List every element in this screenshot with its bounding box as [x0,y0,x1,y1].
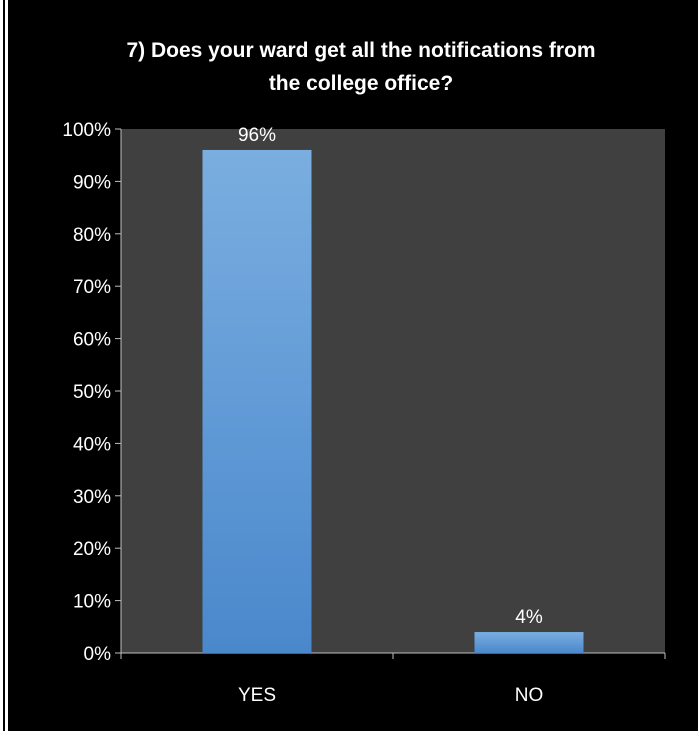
left-border [0,0,8,731]
y-tick-label: 30% [73,487,111,508]
y-tick-label: 40% [73,434,111,455]
y-tick-label: 60% [73,330,111,351]
y-tick-label: 80% [73,225,111,246]
chart-title: 7) Does your ward get all the notificati… [126,39,595,95]
y-tick-label: 70% [73,277,111,298]
bar-no [474,632,584,653]
data-label: 4% [515,607,543,628]
y-axis-ticks: 0% 10% 20% 30% 40% 50% 60% 70% 80% 90% 100% [62,120,121,665]
bars [202,149,584,653]
chart-title-line-1: 7) Does your ward get all the notificati… [126,39,595,62]
y-tick-label: 20% [73,539,111,560]
y-tick-label: 90% [73,172,111,193]
y-tick-label: 100% [62,120,111,141]
x-tick-label: NO [515,685,544,706]
data-labels: 96% 4% [238,125,543,628]
x-axis-labels: YES NO [120,653,666,706]
x-tick-label: YES [238,685,276,706]
chart-title-line-2: the college office? [269,72,453,95]
bar-yes [202,149,312,653]
data-label: 96% [238,125,276,146]
left-border-line [3,0,5,731]
y-tick-label: 0% [84,644,112,665]
y-tick-label: 10% [73,592,111,613]
y-tick-label: 50% [73,382,111,403]
